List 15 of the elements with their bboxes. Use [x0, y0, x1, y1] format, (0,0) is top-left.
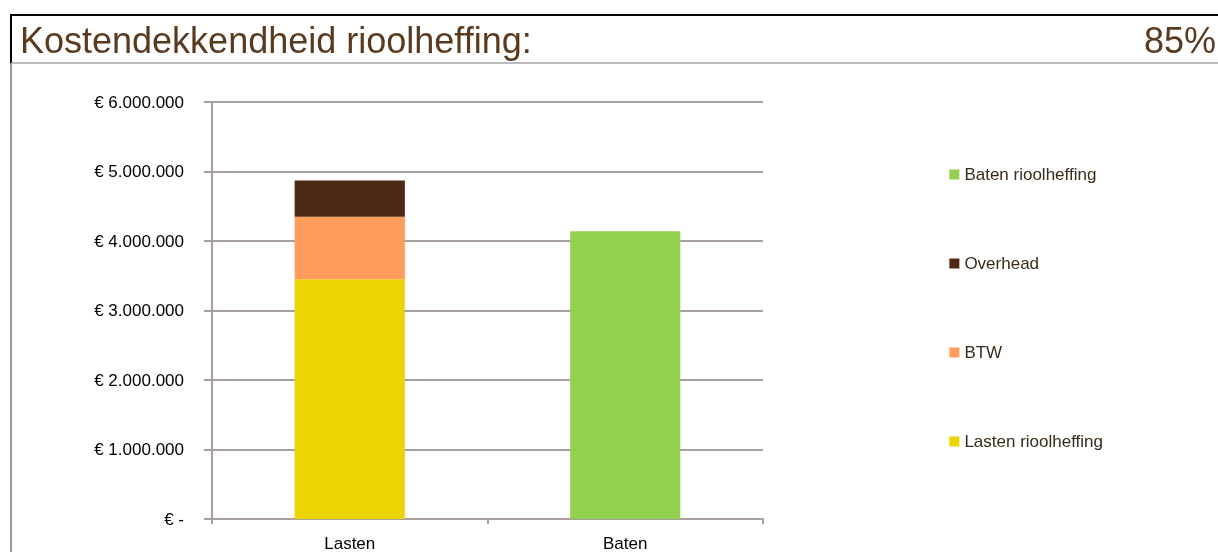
legend-label: BTW — [964, 343, 1003, 362]
y-tick-label: € 5.000.000 — [94, 162, 184, 181]
y-tick-label: € 6.000.000 — [94, 92, 184, 112]
y-tick-label: € 4.000.000 — [94, 231, 184, 251]
legend-label: Baten rioolheffing — [964, 165, 1097, 184]
chart-title: Kostendekkendheid rioolheffing: — [20, 20, 532, 62]
y-tick-label: € 3.000.000 — [94, 301, 184, 320]
text: 85% — [1143, 20, 1216, 62]
legend-label: Lasten rioolheffing — [964, 432, 1103, 451]
x-tick-label: Lasten — [324, 534, 376, 552]
legend-label: Overhead — [964, 254, 1040, 273]
x-tick-label: Baten — [603, 534, 648, 552]
y-tick-label: € 1.000.000 — [94, 440, 184, 459]
y-tick-label: € - — [164, 509, 184, 529]
y-tick-label: € 2.000.000 — [94, 370, 184, 390]
